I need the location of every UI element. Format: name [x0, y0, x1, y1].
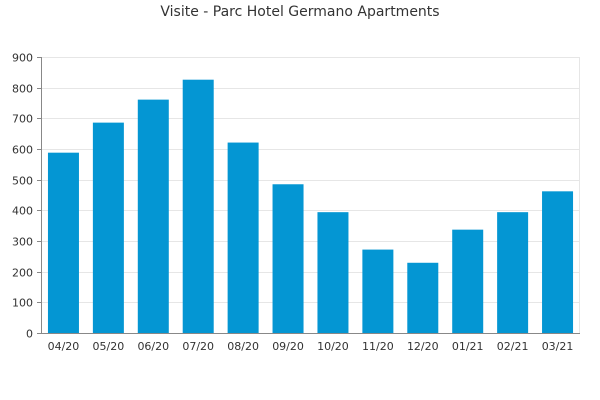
x-tick-label: 09/20 — [272, 340, 304, 353]
x-tick-labels: 04/20 05/20 06/20 07/20 08/20 09/20 10/20 11/20… — [48, 340, 574, 353]
y-tick-label: 900 — [12, 52, 33, 65]
x-tick-label: 03/21 — [542, 340, 574, 353]
x-tick-label: 01/21 — [452, 340, 484, 353]
x-tick-label: 05/20 — [93, 340, 125, 353]
y-tick-label: 0 — [26, 328, 33, 341]
y-tick-label: 800 — [12, 83, 33, 96]
y-tick-label: 300 — [12, 236, 33, 249]
bar — [542, 191, 574, 333]
x-tick-label: 12/20 — [407, 340, 439, 353]
x-tick-label: 06/20 — [137, 340, 169, 353]
bar — [137, 99, 169, 333]
bars — [47, 79, 574, 334]
axes — [37, 57, 580, 334]
x-tick-label: 02/21 — [497, 340, 529, 353]
bar — [497, 212, 529, 333]
x-tick-label: 04/20 — [48, 340, 80, 353]
y-tick-label: 700 — [12, 113, 33, 126]
y-tick-label: 600 — [12, 144, 33, 157]
chart-title: Visite - Parc Hotel Germano Apartments — [160, 4, 439, 20]
bar — [452, 229, 484, 333]
x-tick-label: 08/20 — [227, 340, 259, 353]
x-tick-label: 07/20 — [182, 340, 214, 353]
y-tick-label: 400 — [12, 205, 33, 218]
bar — [92, 122, 124, 333]
bar — [362, 249, 394, 333]
y-tick-labels: 0 100 200 300 400 500 600 700 800 900 — [12, 52, 33, 341]
bar — [227, 142, 259, 333]
bar — [317, 212, 349, 333]
bar — [182, 79, 214, 334]
x-tick-label: 11/20 — [362, 340, 394, 353]
x-tick-label: 10/20 — [317, 340, 349, 353]
y-tick-label: 100 — [12, 297, 33, 310]
y-tick-label: 200 — [12, 267, 33, 280]
y-tick-label: 500 — [12, 175, 33, 188]
bar — [272, 184, 304, 333]
bar — [47, 152, 79, 333]
bar — [407, 262, 439, 333]
gridlines — [41, 57, 580, 303]
